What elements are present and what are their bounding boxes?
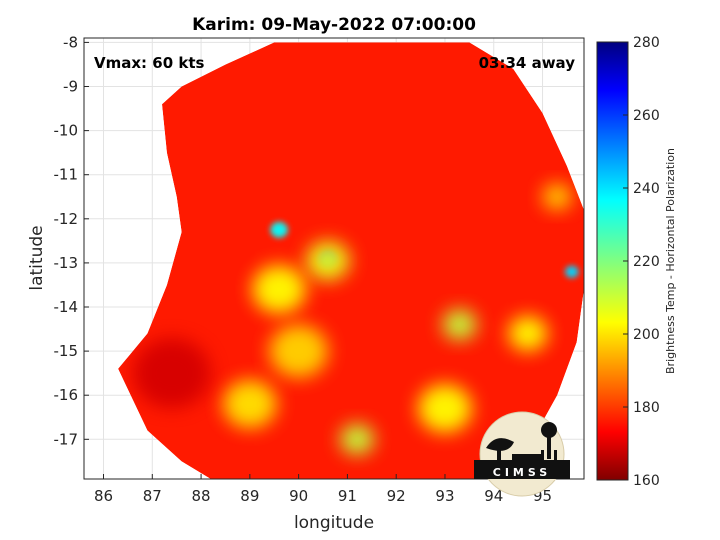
feature-southwest-band	[223, 379, 277, 429]
y-tick-label: -9	[63, 78, 78, 96]
colorbar-tick-label: 220	[633, 254, 660, 270]
axes-box	[83, 37, 585, 480]
x-tick-label: 87	[143, 487, 162, 505]
time-away-annotation: 03:34 away	[479, 54, 576, 72]
feature-southeast-band	[418, 384, 472, 433]
y-tick-label: -13	[54, 254, 79, 272]
cimss-logo: CIMSS	[474, 411, 570, 497]
feature-far-east-cell	[508, 315, 548, 352]
y-tick-label: -14	[54, 298, 79, 316]
y-tick-label: -8	[63, 33, 78, 51]
colorbar-label: Brightness Temp - Horizontal Polarizatio…	[664, 148, 677, 374]
colorbar-tick-label: 160	[633, 473, 660, 489]
x-tick-label: 89	[240, 487, 259, 505]
feature-eastern-band	[442, 309, 477, 341]
colorbar-tick-label: 240	[633, 181, 660, 197]
brightness-temp-swath	[118, 42, 584, 479]
y-tick-label: -12	[54, 210, 79, 228]
y-tick-label: -15	[54, 342, 79, 360]
y-tick-label: -17	[54, 430, 79, 448]
colorbar-gradient	[596, 41, 629, 481]
vmax-annotation: Vmax: 60 kts	[94, 54, 204, 72]
colorbar-tick-label: 180	[633, 400, 660, 416]
x-axis: 86 87 88 89 90 91 92 93 94 95	[94, 474, 552, 505]
x-tick-label: 94	[484, 487, 503, 505]
x-tick-label: 88	[192, 487, 211, 505]
colorbar-tick-label: 200	[633, 327, 660, 343]
feature-inner-rainband	[252, 265, 306, 314]
colorbar-tick-label: 280	[633, 35, 660, 51]
logo-silhouette	[474, 422, 570, 479]
convective-features	[132, 183, 579, 455]
colorbar-ticks: 280 260 240 220 200 180 160	[623, 35, 660, 489]
feature-south-cell	[340, 423, 375, 455]
x-tick-label: 92	[387, 487, 406, 505]
feature-northeast-edge	[542, 183, 572, 210]
logo-text: CIMSS	[493, 466, 551, 479]
x-tick-label: 86	[94, 487, 113, 505]
colorbar-tick-label: 260	[633, 108, 660, 124]
swath-background	[118, 42, 584, 479]
x-tick-label: 93	[435, 487, 454, 505]
feature-eyewall-ring	[305, 240, 350, 281]
x-axis-label: longitude	[294, 513, 374, 533]
y-tick-label: -11	[54, 166, 79, 184]
y-tick-label: -16	[54, 386, 79, 404]
feature-east-edge-cell	[564, 265, 579, 278]
y-tick-label: -10	[54, 122, 79, 140]
x-tick-label: 90	[289, 487, 308, 505]
feature-convective-cell-west	[270, 221, 288, 238]
y-axis-label: latitude	[27, 225, 47, 290]
x-tick-label: 91	[338, 487, 357, 505]
y-axis: -8 -9 -10 -11 -12 -13 -14 -15 -16 -17	[54, 33, 89, 448]
feature-southern-rainband	[269, 324, 328, 378]
chart-title: Karim: 09-May-2022 07:00:00	[192, 15, 476, 35]
colorbar: 280 260 240 220 200 180 160 Brightness Temp - …	[596, 35, 677, 489]
feature-west-cold-region	[132, 338, 211, 409]
